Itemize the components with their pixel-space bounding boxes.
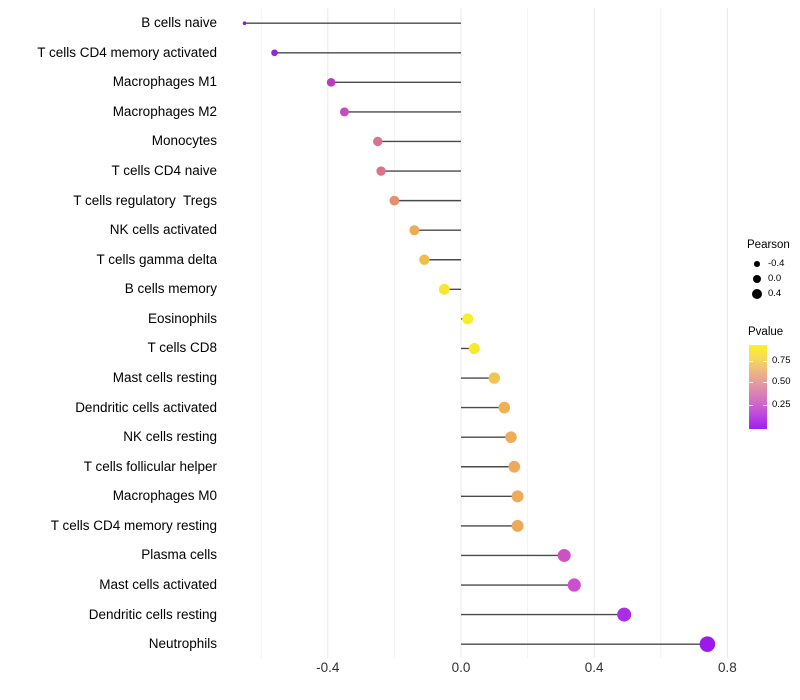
x-axis-tick-label: 0.4: [584, 660, 604, 675]
lollipop-dot: [505, 431, 517, 443]
gradient-tick: [749, 361, 753, 362]
y-axis-label: Mast cells resting: [112, 370, 217, 386]
lollipop-dot: [326, 78, 336, 87]
legend-pearson-title: Pearson: [747, 239, 790, 251]
y-axis-label: T cells follicular helper: [83, 458, 217, 474]
lollipop-dot: [438, 283, 450, 295]
legend-size-label: 0.4: [768, 288, 782, 299]
lollipop-dot: [498, 401, 511, 414]
pvalue-gradient-bar: [749, 345, 767, 429]
pvalue-tick-label: 0.50: [772, 376, 791, 387]
lollipop-dot: [389, 195, 400, 206]
lollipop-dot: [376, 166, 386, 176]
lollipop-dot: [511, 519, 524, 532]
legend-size-dot: [754, 261, 760, 267]
lollipop-dot: [419, 254, 430, 265]
y-axis-label: T cells CD8: [147, 340, 217, 356]
y-axis-label: T cells CD4 memory activated: [37, 44, 217, 60]
y-axis-label: T cells regulatory Tregs: [73, 192, 217, 208]
lollipop-dot: [409, 225, 420, 236]
lollipop-dot: [468, 342, 480, 354]
x-axis-tick-label: 0.0: [451, 660, 471, 675]
gradient-tick: [749, 405, 753, 406]
legend-pvalue-title: Pvalue: [748, 326, 784, 338]
lollipop-dot: [462, 313, 474, 325]
legend-size-dot: [753, 275, 761, 283]
x-axis-tick-label: -0.4: [316, 660, 340, 675]
pvalue-tick-label: 0.25: [772, 399, 791, 410]
x-axis-tick-label: 0.8: [718, 660, 737, 675]
y-axis-label: T cells CD4 memory resting: [50, 517, 217, 533]
gradient-tick: [763, 405, 767, 406]
y-axis-label: NK cells resting: [123, 429, 217, 445]
gradient-tick: [763, 382, 767, 383]
gradient-tick: [763, 361, 767, 362]
y-axis-label: T cells gamma delta: [96, 251, 217, 267]
y-axis-label: Monocytes: [151, 133, 217, 149]
lollipop-dot: [242, 21, 247, 26]
lollipop-dot: [557, 548, 571, 562]
legend-size-label: -0.4: [768, 258, 785, 269]
lollipop-dot: [511, 490, 524, 503]
lollipop-dot: [339, 107, 349, 117]
lollipop-dot: [373, 136, 383, 147]
y-axis-label: Dendritic cells activated: [75, 399, 217, 415]
lollipop-dot: [699, 636, 716, 652]
pvalue-tick-label: 0.75: [772, 355, 791, 366]
legend-size-label: 0.0: [768, 273, 782, 284]
legend-size-dot: [752, 289, 762, 299]
y-axis-label: Dendritic cells resting: [88, 606, 217, 622]
y-axis-label: Macrophages M0: [112, 488, 217, 504]
gradient-tick: [749, 382, 753, 383]
lollipop-dot: [271, 49, 278, 57]
y-axis-label: Macrophages M1: [112, 74, 217, 90]
lollipop-dot: [508, 460, 521, 473]
lollipop-dot: [617, 607, 632, 622]
y-axis-label: B cells naive: [141, 15, 217, 31]
y-axis-label: B cells memory: [124, 281, 217, 297]
y-axis-label: Eosinophils: [147, 310, 217, 326]
y-axis-label: Macrophages M2: [112, 103, 217, 119]
lollipop-dot: [567, 578, 581, 592]
y-axis-label: Mast cells activated: [99, 577, 217, 593]
lollipop-dot: [488, 372, 500, 384]
legend: Pearson -0.4 0.0 0.4 Pvalue 0.75 0.50 0.25: [735, 235, 800, 445]
y-axis-label: Neutrophils: [148, 636, 217, 652]
y-axis-label: Plasma cells: [141, 547, 217, 563]
y-axis-label: NK cells activated: [109, 222, 217, 238]
y-axis-label: T cells CD4 naive: [111, 163, 217, 179]
